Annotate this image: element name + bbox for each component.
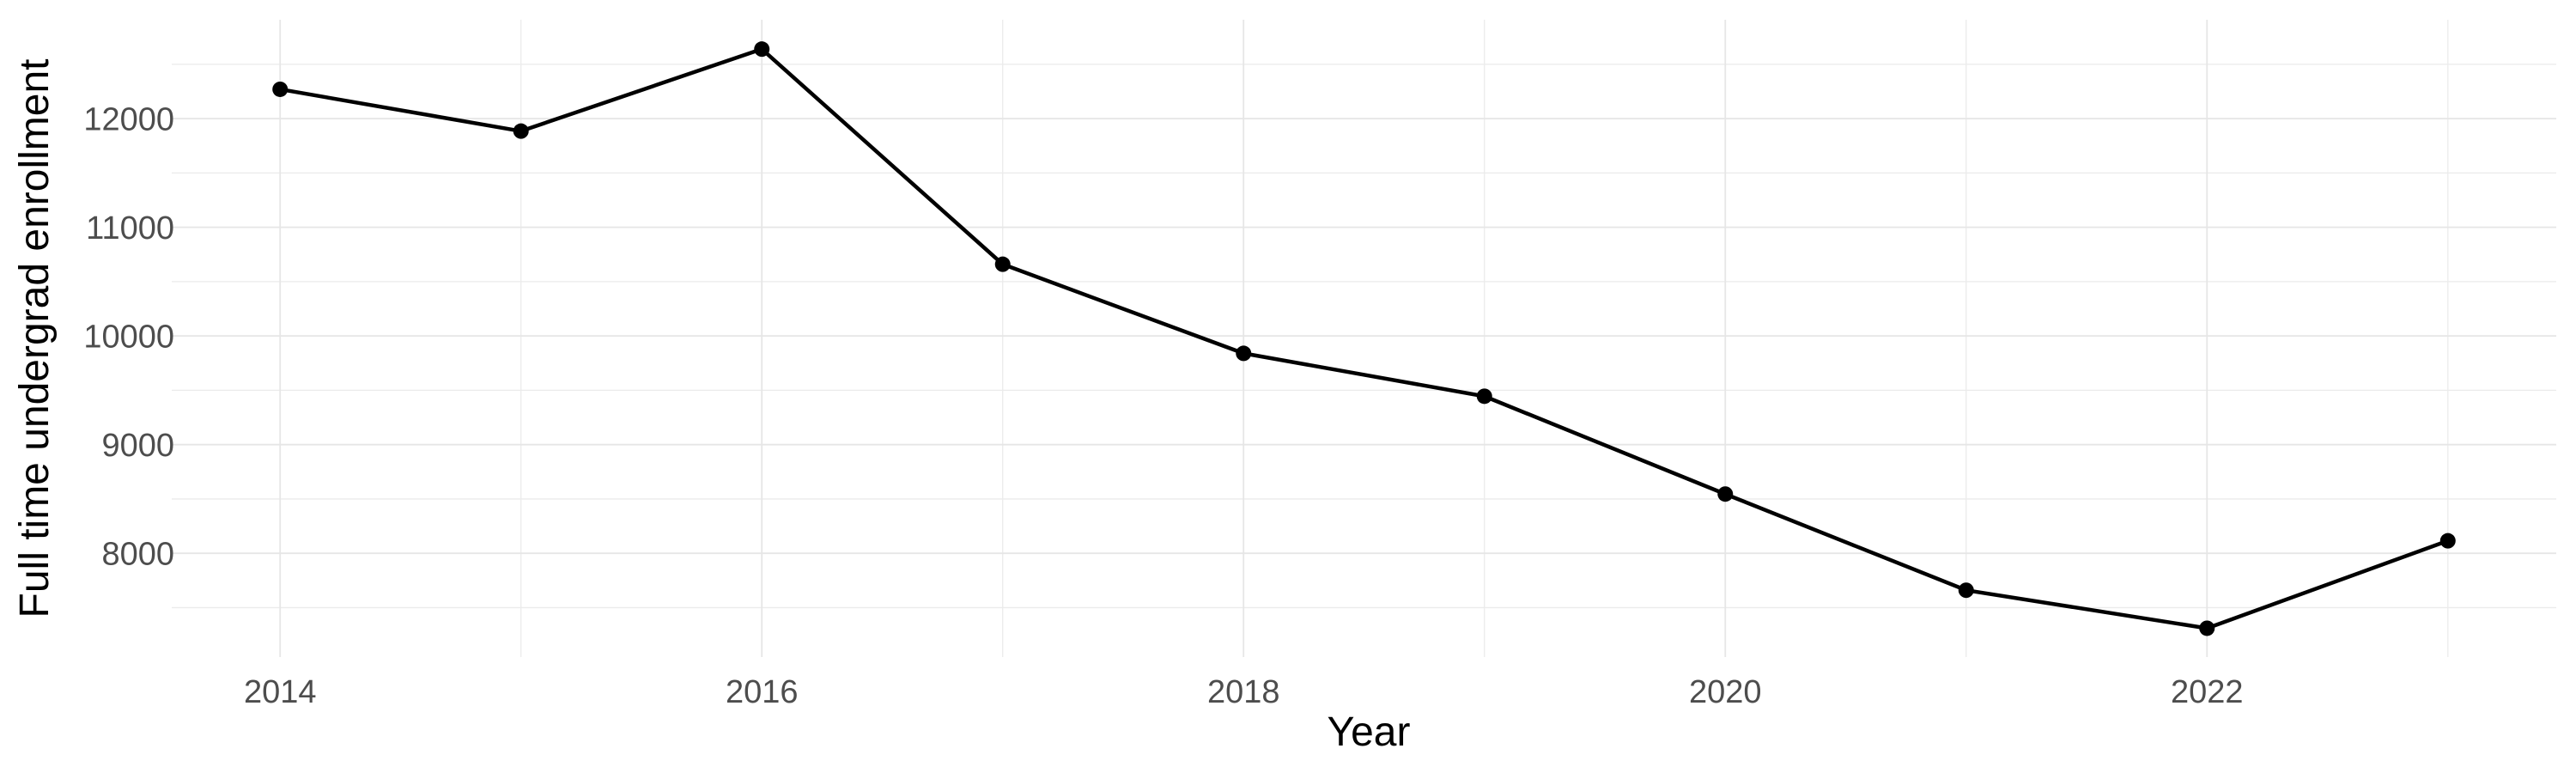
x-tick-label: 2020 <box>1689 674 1762 710</box>
data-point-2020 <box>1717 486 1734 502</box>
grid-layer <box>172 20 2556 657</box>
data-point-2018 <box>1236 345 1252 362</box>
data-point-2019 <box>1476 388 1492 405</box>
y-tick-label: 8000 <box>101 536 174 572</box>
enrollment-line <box>279 46 2449 630</box>
x-tick-label: 2014 <box>244 674 317 710</box>
x-tick-label: 2018 <box>1207 674 1280 710</box>
series-layer <box>272 41 2456 636</box>
data-point-2017 <box>994 256 1011 272</box>
data-point-2014 <box>272 81 289 97</box>
tick-layer: 8000 9000 10000 11000 12000 2014 2016 2018 2020 2… <box>83 101 2243 710</box>
data-point-2016 <box>754 41 770 58</box>
x-tick-label: 2016 <box>726 674 799 710</box>
x-axis-title: Year <box>1327 709 1411 755</box>
y-tick-label: 10000 <box>83 319 174 355</box>
data-point-2022 <box>2199 620 2215 636</box>
x-tick-label: 2022 <box>2171 674 2244 710</box>
data-point-2021 <box>1958 582 1974 599</box>
data-point-2023 <box>2439 533 2456 549</box>
y-axis-title: Full time undergrad enrollment <box>12 59 58 618</box>
y-tick-label: 9000 <box>101 428 174 464</box>
y-tick-label: 11000 <box>86 210 174 247</box>
data-point-2015 <box>513 123 529 139</box>
y-tick-label: 12000 <box>83 101 174 137</box>
